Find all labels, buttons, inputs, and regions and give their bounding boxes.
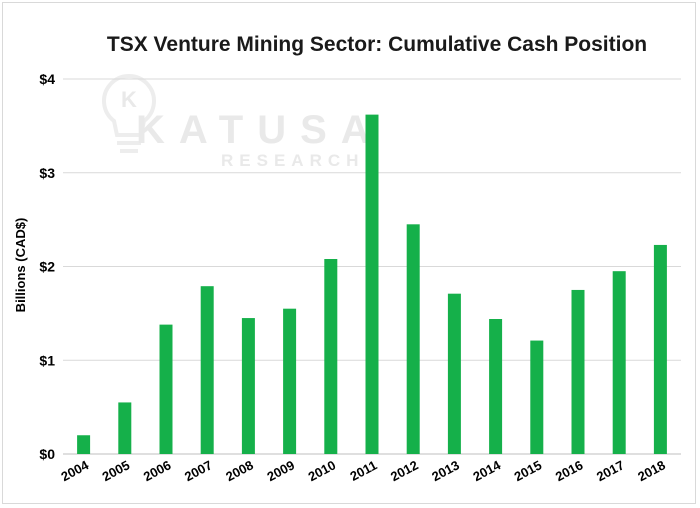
y-axis-ticks: $0 $1 $2 $3 $4 [39,71,55,462]
x-tick-label: 2006 [141,457,174,484]
bar-2008 [241,318,255,454]
x-tick-label: 2013 [429,457,462,484]
bar-2005 [118,402,132,454]
y-tick-label: $4 [39,71,55,87]
bar-2018 [653,244,667,454]
bar-chart: K KATUSA RESEARCH $0$1$2$3$4 2004 2005 200… [13,33,681,484]
bar-2006 [159,324,173,454]
bar-2012 [406,224,420,454]
x-tick-label: 2004 [58,457,91,484]
bar-2017 [612,271,626,454]
bar-2014 [489,319,503,454]
chart-frame: K KATUSA RESEARCH $0 $1 $2 $3 $4 2004 2005 200… [2,2,696,504]
watermark-brand: KATUSA [136,108,384,152]
x-tick-label: 2011 [347,457,379,483]
x-tick-label: 2017 [594,457,627,484]
x-tick-label: 2005 [100,457,133,484]
bar-2004 [77,435,91,454]
bar-2013 [447,293,461,454]
bar-2015 [530,340,544,454]
x-tick-label: 2018 [635,457,668,484]
x-axis-ticks: 2004 2005 2006 2007 2008 2009 2010 2011 2012 2013… [58,457,667,484]
x-tick-label: 2008 [223,457,256,484]
bars [77,114,667,454]
x-tick-label: 2014 [470,457,503,484]
lightbulb-logo-icon: K [102,74,156,153]
watermark-sub: RESEARCH [221,151,364,170]
x-tick-label: 2007 [182,457,215,484]
y-axis-label: Billions (CAD$) [13,218,28,313]
bar-2011 [365,114,379,454]
y-tick-label: $1 [39,352,55,368]
x-tick-label: 2010 [306,457,339,484]
y-tick-label: $3 [39,165,55,181]
y-tick-label: $0 [39,446,55,462]
x-tick-label: 2009 [264,457,297,484]
x-tick-label: 2012 [388,457,421,484]
chart-title: TSX Venture Mining Sector: Cumulative Ca… [107,33,647,56]
bar-2016 [571,289,585,454]
y-tick-label: $2 [39,259,55,275]
bar-2007 [200,286,214,454]
x-tick-label: 2015 [512,457,545,484]
watermark: K KATUSA RESEARCH [102,74,384,170]
bar-2010 [324,259,338,454]
watermark-logo-letter: K [121,87,137,112]
bar-2009 [283,308,297,454]
x-tick-label: 2016 [553,457,586,484]
